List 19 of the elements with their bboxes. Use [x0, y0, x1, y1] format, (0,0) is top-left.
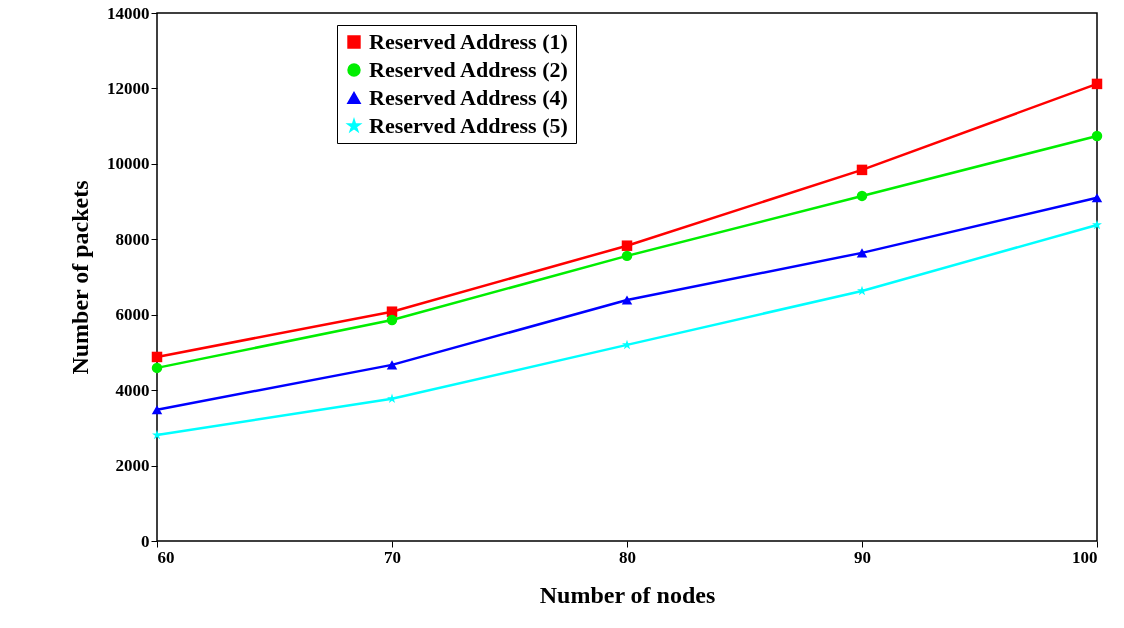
x-tick-label: 80 — [619, 547, 636, 567]
y-tick-label: 0 — [141, 531, 150, 551]
y-tick-label: 8000 — [115, 229, 150, 249]
x-axis-title: Number of nodes — [539, 581, 716, 608]
y-tick-label: 10000 — [107, 154, 150, 174]
y-tick-label: 4000 — [115, 380, 150, 400]
y-tick-label: 6000 — [115, 305, 150, 325]
x-tick-label: 90 — [854, 547, 871, 567]
y-tick-label: 12000 — [107, 78, 150, 98]
x-tick-label: 70 — [384, 547, 401, 567]
legend-label: Reserved Address (5) — [369, 113, 568, 138]
legend-label: Reserved Address (1) — [369, 29, 568, 54]
x-tick-label: 100 — [1072, 547, 1098, 567]
y-tick-label: 2000 — [115, 456, 150, 476]
legend-label: Reserved Address (2) — [369, 57, 568, 82]
legend-label: Reserved Address (4) — [369, 85, 568, 110]
y-axis-title: Number of packets — [67, 180, 93, 375]
y-tick-label: 14000 — [107, 3, 150, 23]
x-tick-label: 60 — [157, 547, 175, 567]
